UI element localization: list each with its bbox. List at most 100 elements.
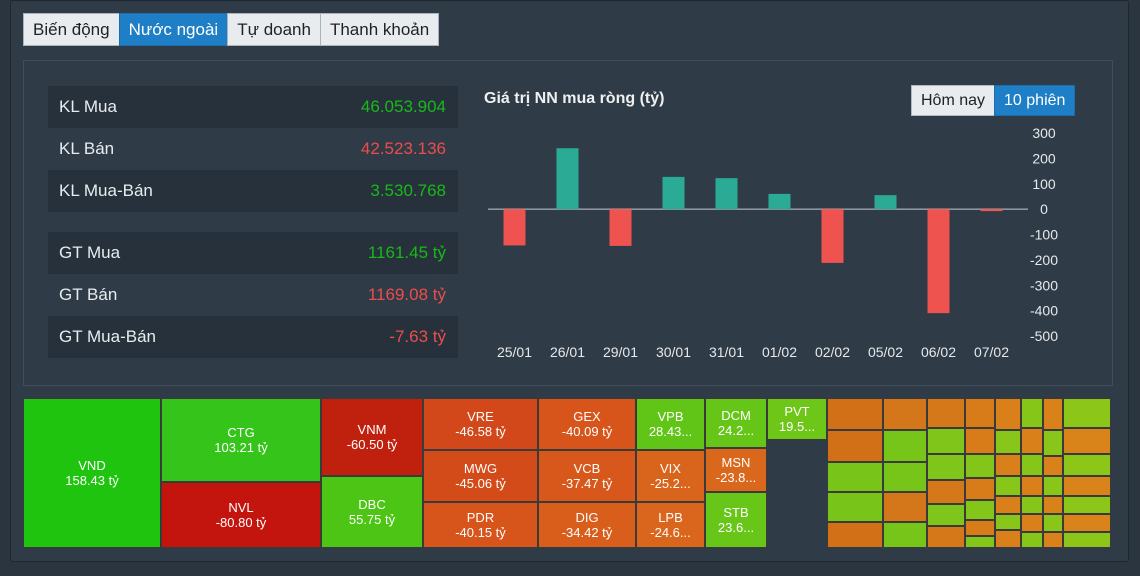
treemap-cell-small[interactable] — [827, 462, 883, 492]
treemap-cell-small[interactable] — [927, 526, 965, 548]
bar-06/02[interactable] — [927, 209, 950, 314]
bar-01/02[interactable] — [768, 193, 791, 210]
treemap-cell-small[interactable] — [1021, 532, 1043, 548]
stat-value: 42.523.136 — [360, 139, 446, 158]
treemap-cell-stb[interactable]: STB 23.6... — [705, 492, 767, 548]
tab-nuoc-ngoai[interactable]: Nước ngoài — [118, 13, 229, 46]
bar-02/02[interactable] — [821, 209, 844, 263]
treemap-cell-small[interactable] — [1063, 514, 1111, 532]
treemap-cell-small[interactable] — [927, 398, 965, 428]
stat-label: KL Mua-Bán — [59, 181, 153, 200]
treemap-cell-small[interactable] — [827, 430, 883, 462]
ticker-value: 103.21 tỷ — [214, 440, 268, 455]
bar-05/02[interactable] — [874, 195, 897, 210]
treemap-cell-vnm[interactable]: VNM -60.50 tỷ — [321, 398, 423, 476]
treemap-cell-dbc[interactable]: DBC 55.75 tỷ — [321, 476, 423, 548]
treemap-cell-dcm[interactable]: DCM 24.2... — [705, 398, 767, 448]
stat-value: 1161.45 tỷ — [367, 243, 446, 262]
stats-table: KL Mua 46.053.904 KL Bán 42.523.136 KL M… — [48, 86, 458, 358]
treemap-cell-small[interactable] — [1043, 398, 1063, 430]
treemap-cell-small[interactable] — [1063, 496, 1111, 514]
treemap-cell-gex[interactable]: GEX -40.09 tỷ — [538, 398, 636, 450]
y-tick-label: -100 — [1030, 227, 1058, 243]
treemap-cell-small[interactable] — [995, 514, 1021, 530]
treemap-cell-small[interactable] — [995, 496, 1021, 514]
treemap-cell-small[interactable] — [827, 522, 883, 548]
treemap-cell-small[interactable] — [1063, 428, 1111, 454]
treemap-cell-small[interactable] — [995, 530, 1021, 548]
treemap-cell-small[interactable] — [883, 462, 927, 492]
treemap-cell-pdr[interactable]: PDR -40.15 tỷ — [423, 502, 538, 548]
treemap-cell-small[interactable] — [883, 430, 927, 462]
treemap-cell-small[interactable] — [1043, 456, 1063, 476]
treemap-cell-pvt[interactable]: PVT 19.5... — [767, 398, 827, 440]
y-tick-label: -400 — [1030, 303, 1058, 319]
treemap-cell-vre[interactable]: VRE -46.58 tỷ — [423, 398, 538, 450]
treemap-cell-ctg[interactable]: CTG 103.21 tỷ — [161, 398, 321, 482]
stat-label: KL Mua — [59, 97, 117, 116]
bar-26/01[interactable] — [556, 148, 579, 210]
treemap-cell-small[interactable] — [1063, 398, 1111, 428]
treemap-cell-small[interactable] — [1021, 496, 1043, 514]
treemap-cell-small[interactable] — [1021, 476, 1043, 496]
tab-thanh-khoan[interactable]: Thanh khoản — [319, 13, 440, 46]
treemap-cell-small[interactable] — [965, 478, 995, 500]
treemap-cell-vcb[interactable]: VCB -37.47 tỷ — [538, 450, 636, 502]
bar-25/01[interactable] — [503, 209, 526, 246]
treemap-cell-dig[interactable]: DIG -34.42 tỷ — [538, 502, 636, 548]
treemap-cell-small[interactable] — [1021, 398, 1043, 428]
treemap-cell-small[interactable] — [1063, 476, 1111, 496]
treemap-cell-small[interactable] — [827, 492, 883, 522]
treemap-cell-vix[interactable]: VIX -25.2... — [636, 450, 705, 502]
ticker-value: -25.2... — [650, 476, 691, 491]
treemap-cell-small[interactable] — [1021, 454, 1043, 476]
treemap-cell-small[interactable] — [1063, 532, 1111, 548]
stat-row-kl-ban: KL Bán 42.523.136 — [48, 128, 458, 170]
treemap-cell-small[interactable] — [927, 504, 965, 526]
treemap-cell-small[interactable] — [1021, 428, 1043, 454]
range-today-button[interactable]: Hôm nay — [911, 85, 996, 116]
treemap-cell-small[interactable] — [995, 454, 1021, 476]
treemap-cell-small[interactable] — [965, 454, 995, 478]
tab-bien-dong[interactable]: Biến động — [23, 13, 120, 46]
treemap-cell-small[interactable] — [1021, 514, 1043, 532]
treemap-cell-vnd[interactable]: VND 158.43 tỷ — [23, 398, 161, 548]
range-10-sessions-button[interactable]: 10 phiên — [994, 85, 1076, 116]
treemap-cell-small[interactable] — [1043, 532, 1063, 548]
bar-30/01[interactable] — [662, 176, 685, 210]
treemap-cell-small[interactable] — [1063, 454, 1111, 476]
treemap-cell-small[interactable] — [965, 536, 995, 548]
treemap-cell-small[interactable] — [965, 500, 995, 520]
tab-tu-doanh[interactable]: Tự doanh — [227, 13, 321, 46]
treemap-cell-vpb[interactable]: VPB 28.43... — [636, 398, 705, 450]
treemap-cell-nvl[interactable]: NVL -80.80 tỷ — [161, 482, 321, 548]
bar-31/01[interactable] — [715, 178, 738, 210]
treemap-cell-small[interactable] — [927, 480, 965, 504]
treemap-cell-small[interactable] — [1043, 430, 1063, 456]
treemap-cell-msn[interactable]: MSN -23.8... — [705, 448, 767, 492]
stat-label: KL Bán — [59, 139, 115, 158]
treemap-cell-small[interactable] — [1043, 476, 1063, 496]
treemap-cell-small[interactable] — [995, 398, 1021, 430]
treemap-cell-small[interactable] — [883, 522, 927, 548]
treemap-cell-small[interactable] — [927, 428, 965, 454]
treemap-cell-small[interactable] — [927, 454, 965, 480]
bar-07/02[interactable] — [980, 209, 1003, 212]
treemap-cell-small[interactable] — [883, 492, 927, 522]
x-tick-label: 06/02 — [921, 344, 956, 360]
treemap-cell-small[interactable] — [995, 476, 1021, 496]
treemap-cell-lpb[interactable]: LPB -24.6... — [636, 502, 705, 548]
treemap-cell-small[interactable] — [1043, 496, 1063, 514]
treemap-cell-small[interactable] — [965, 428, 995, 454]
treemap-cell-mwg[interactable]: MWG -45.06 tỷ — [423, 450, 538, 502]
treemap-cell-small[interactable] — [1043, 514, 1063, 532]
ticker-value: 19.5... — [778, 419, 816, 434]
bar-29/01[interactable] — [609, 209, 632, 246]
treemap-cell-small[interactable] — [883, 398, 927, 430]
treemap-cell-small[interactable] — [965, 520, 995, 536]
chart-title: Giá trị NN mua ròng (tỷ) — [484, 90, 665, 107]
ticker-label: DIG — [575, 510, 599, 525]
treemap-cell-small[interactable] — [995, 430, 1021, 454]
treemap-cell-small[interactable] — [827, 398, 883, 430]
treemap-cell-small[interactable] — [965, 398, 995, 428]
